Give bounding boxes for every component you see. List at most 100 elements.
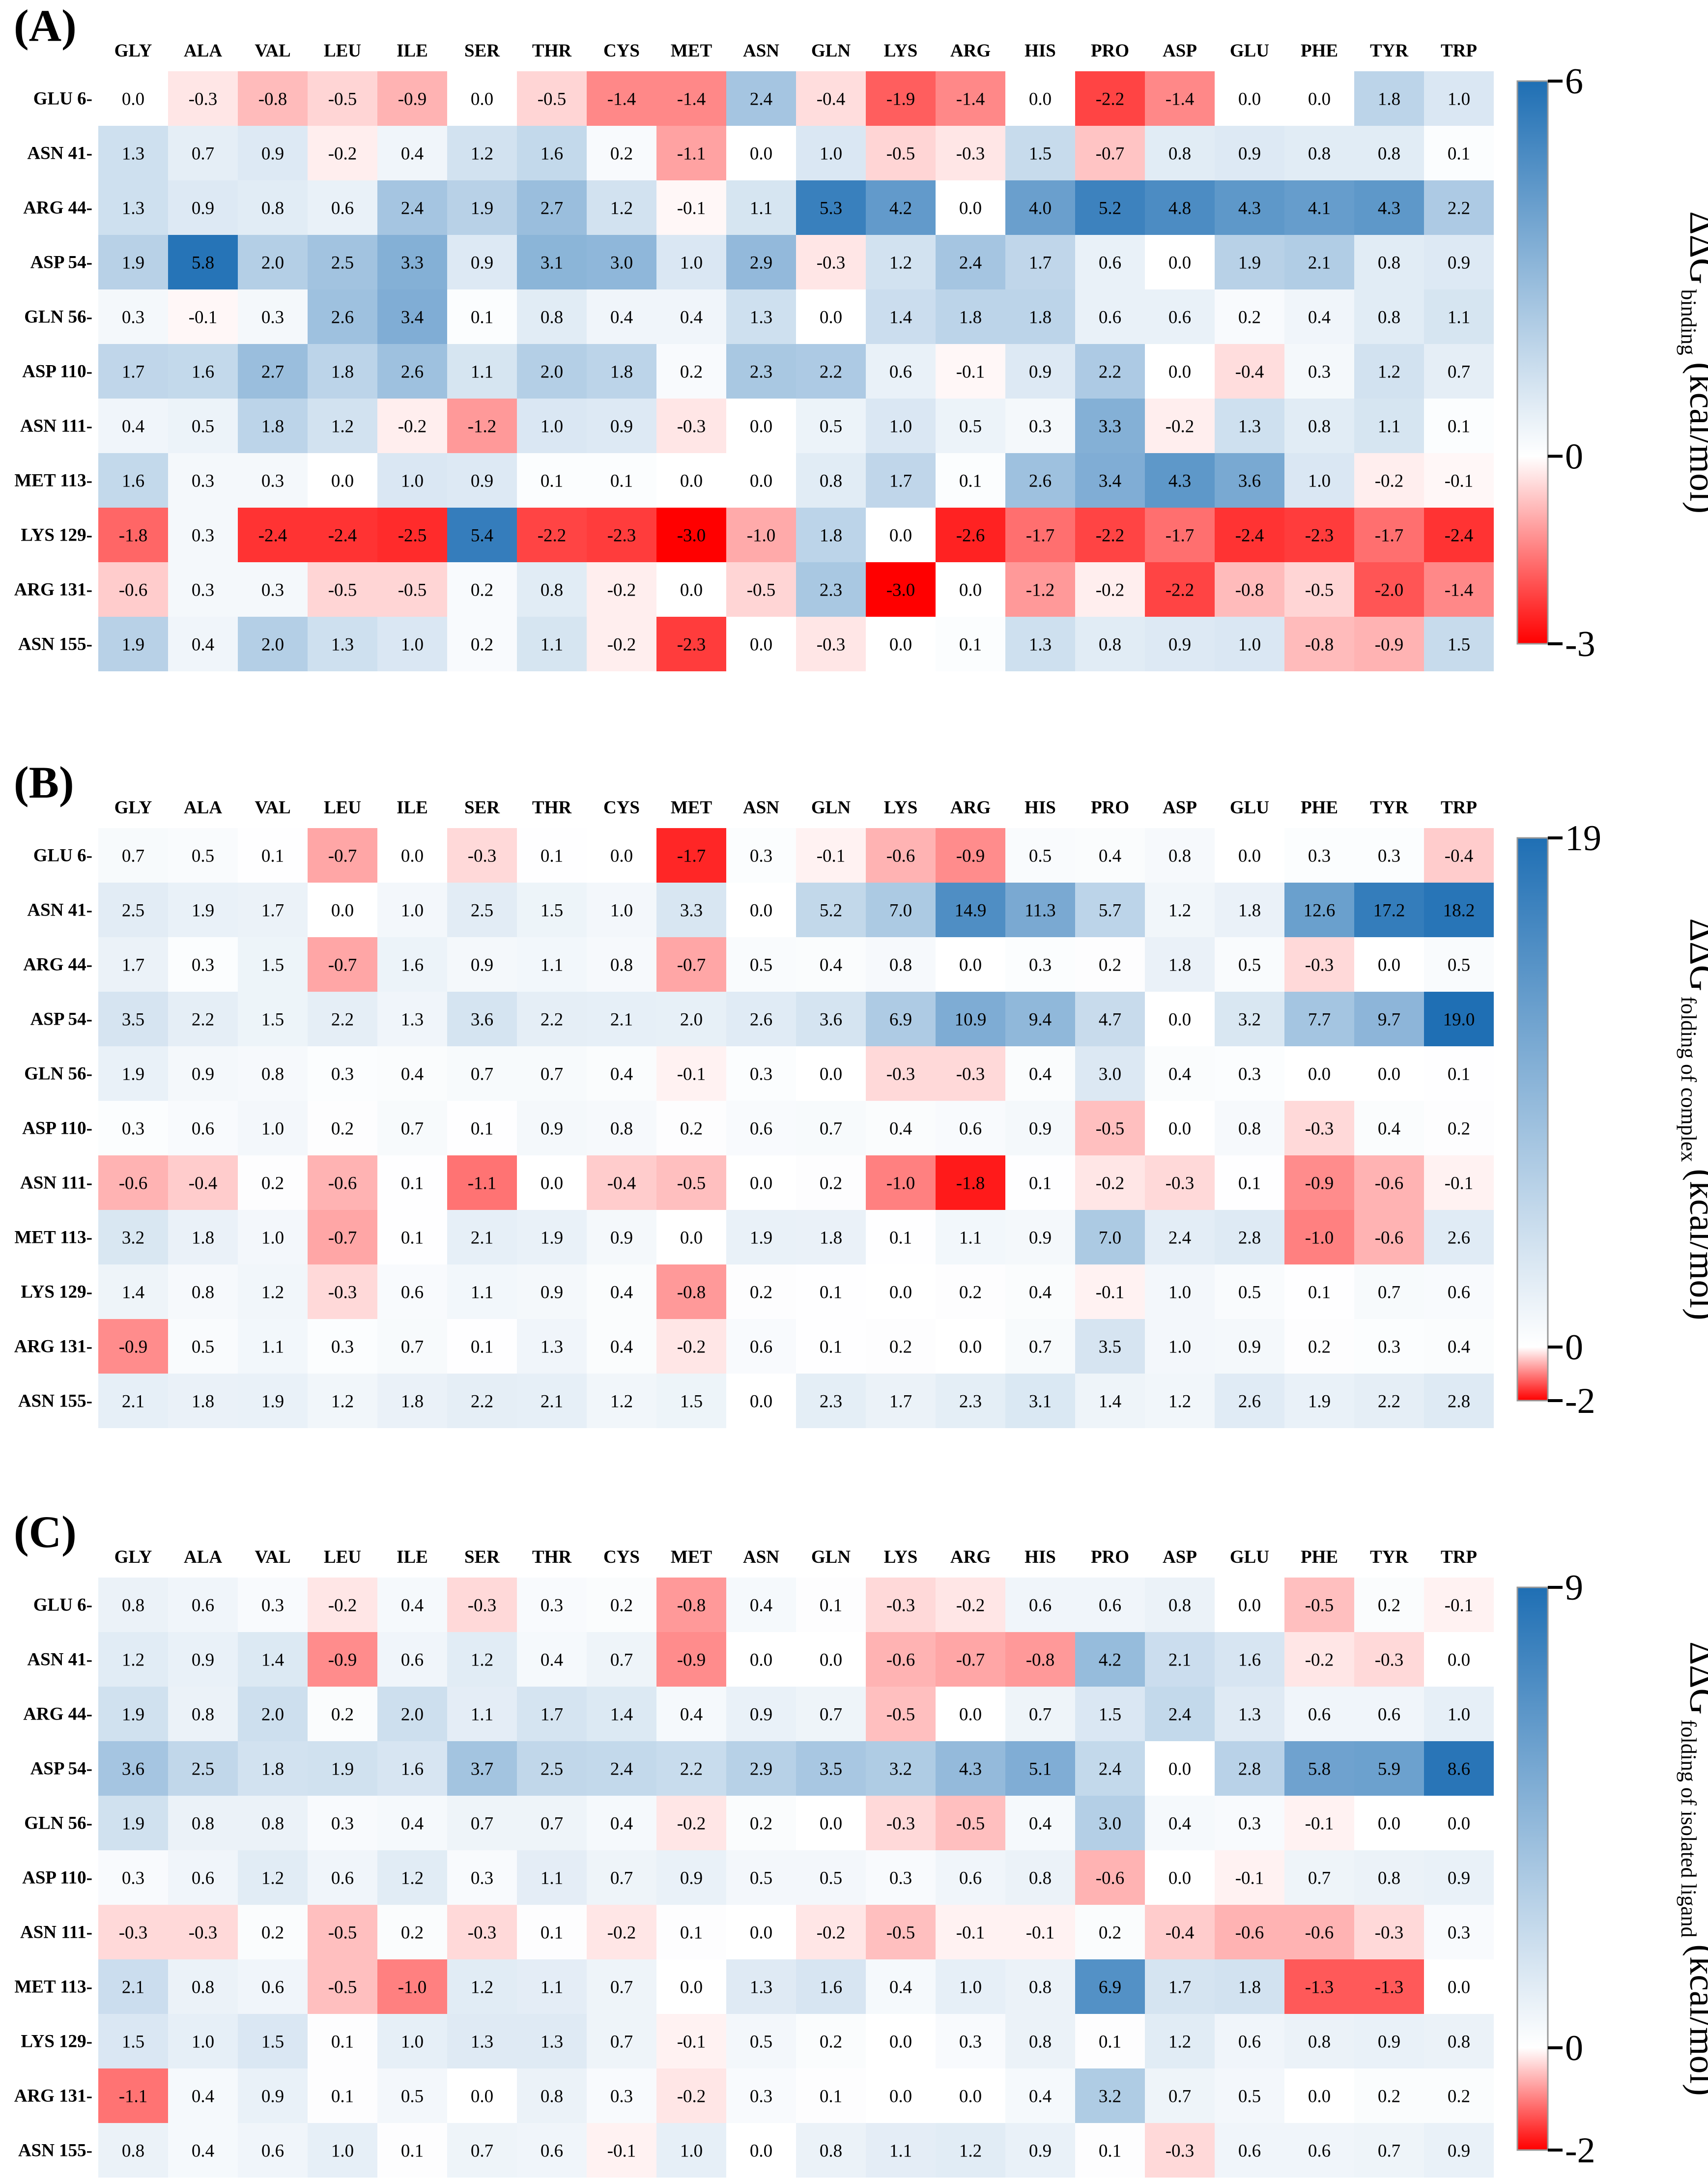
cell-value-label: 0.4 [1099,846,1121,866]
heatmap-cell [726,289,796,344]
cell-value-label: 0.9 [1378,2032,1400,2052]
heatmap-cell [238,71,308,126]
cell-value-label: 0.3 [192,580,214,601]
cell-value-label: 1.0 [610,901,633,921]
cell-value-label: 2.7 [541,199,563,219]
column-header: MET [671,1547,712,1567]
heatmap-cell [936,992,1005,1046]
cell-value-label: 0.6 [959,1868,982,1889]
cell-value-label: 0.8 [1378,308,1400,328]
cell-value-label: 2.1 [1308,253,1331,273]
heatmap-cell [1005,883,1075,937]
cell-value-label: 0.5 [820,417,842,437]
cell-value-label: 0.2 [889,1337,912,1357]
heatmap-cell [796,1905,866,1959]
heatmap-cell [308,2068,377,2123]
column-header: LEU [324,41,361,61]
heatmap-cell [1145,2123,1215,2178]
cell-value-label: 1.8 [820,1228,842,1248]
cell-value-label: 2.4 [401,199,424,219]
heatmap-cell [866,1210,936,1264]
heatmap-cell [796,71,866,126]
heatmap-cell [936,883,1005,937]
cell-value-label: 1.3 [541,2032,563,2052]
cell-value-label: 5.3 [820,199,842,219]
heatmap-cell [377,562,447,617]
cell-value-label: -1.3 [1375,1978,1404,1998]
heatmap-cell [168,1578,238,1632]
cell-value-label: 1.0 [680,2141,703,2161]
heatmap-cell [1075,1155,1145,1210]
cell-value-label: -2.0 [1375,580,1404,601]
heatmap-cell [726,1905,796,1959]
heatmap-cell [308,1264,377,1319]
row-label: GLU 6- [33,846,92,866]
column-header: ARG [950,1547,991,1567]
heatmap-cell [726,562,796,617]
cell-value-label: -0.2 [607,635,636,655]
heatmap-cell [726,399,796,453]
cell-value-label: 1.9 [122,1705,144,1725]
heatmap-cell [936,2068,1005,2123]
heatmap-cell [517,617,587,671]
column-header: CYS [603,41,640,61]
heatmap-cell [1215,1578,1284,1632]
heatmap-cell [866,1796,936,1850]
heatmap-cell [168,180,238,235]
heatmap-cell [308,1319,377,1374]
heatmap-cell [1284,126,1354,180]
cell-value-label: -0.2 [1096,1174,1125,1194]
column-header: ARG [950,798,991,818]
heatmap-cell [866,289,936,344]
cell-value-label: 0.0 [1378,1064,1400,1085]
heatmap-cell [238,1687,308,1741]
cell-value-label: 1.2 [959,2141,982,2161]
heatmap-cell [308,1632,377,1687]
heatmap-cell [1145,1210,1215,1264]
cell-value-label: -0.5 [677,1174,706,1194]
cell-value-label: 0.3 [192,471,214,491]
cell-value-label: 1.9 [122,1814,144,1834]
cell-value-label: -0.4 [1235,362,1264,382]
cell-value-label: 0.1 [889,1228,912,1248]
cell-value-label: 0.6 [401,1283,424,1303]
cell-value-label: 0.4 [1168,1064,1191,1085]
heatmap-cell [447,1796,517,1850]
cell-value-label: 14.9 [955,901,987,921]
cell-value-label: 0.2 [820,1174,842,1194]
heatmap-cell [447,1046,517,1101]
cell-value-label: 0.4 [1168,1814,1191,1834]
cell-value-label: 0.8 [1029,1868,1052,1889]
cell-value-label: -0.6 [119,580,148,601]
heatmap-cell [377,1632,447,1687]
heatmap-cell [447,1578,517,1632]
cell-value-label: 1.0 [541,417,563,437]
cell-value-label: 0.9 [1029,2141,1052,2161]
cell-value-label: 0.0 [889,2032,912,2052]
cell-value-label: 2.1 [1168,1650,1191,1670]
cell-value-label: 0.3 [1029,417,1052,437]
cell-value-label: 1.2 [401,1868,424,1889]
heatmap-cell [1424,2068,1494,2123]
cell-value-label: -0.2 [607,580,636,601]
heatmap-cell [447,2123,517,2178]
heatmap-cell [1215,1210,1284,1264]
column-header: GLU [1230,1547,1269,1567]
cell-value-label: 1.1 [1448,308,1470,328]
cell-value-label: -0.5 [1305,1596,1334,1616]
cell-value-label: 1.8 [331,362,354,382]
column-header: SER [464,798,500,818]
heatmap-cell [866,344,936,399]
cell-value-label: 1.2 [471,1978,493,1998]
heatmap-cell [1354,399,1424,453]
heatmap-cell [656,617,726,671]
cell-value-label: 1.1 [471,362,493,382]
cell-value-label: 0.9 [1238,144,1261,164]
cell-value-label: 1.0 [331,2141,354,2161]
cell-value-label: -0.8 [258,89,287,110]
colorbar-tick-label: 0 [1565,1327,1583,1368]
heatmap-cell [796,344,866,399]
heatmap-cell [1215,71,1284,126]
cell-value-label: 0.4 [401,1064,424,1085]
row-label: ASP 54- [30,253,92,273]
